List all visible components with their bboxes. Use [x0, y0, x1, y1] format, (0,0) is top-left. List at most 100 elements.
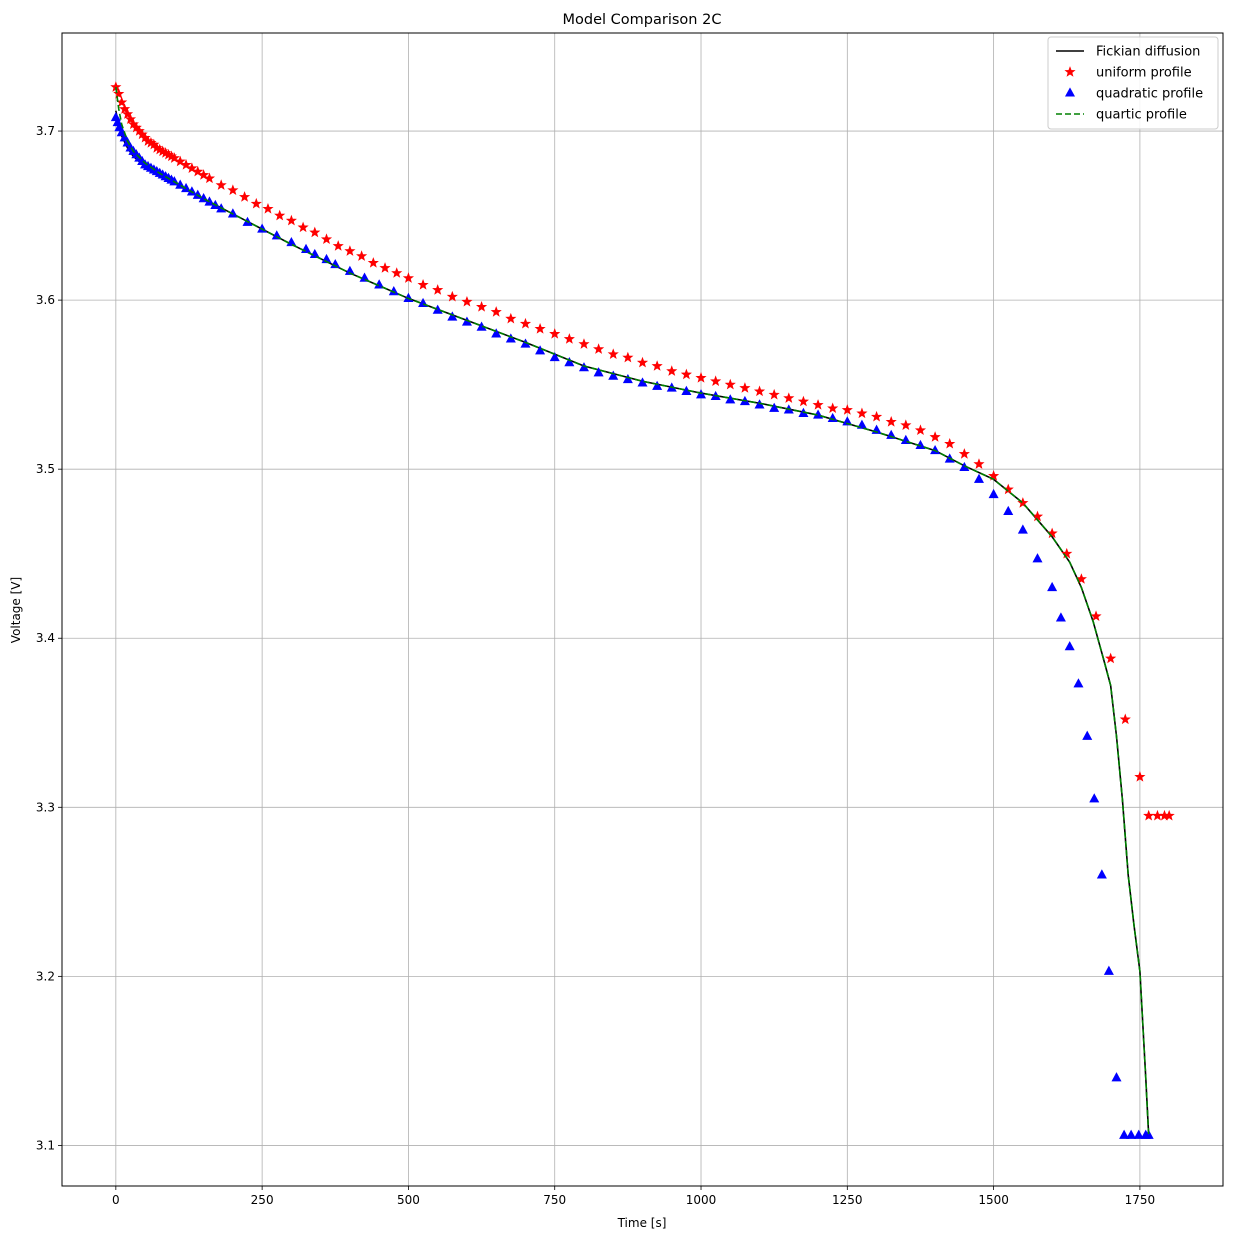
data-point — [1064, 641, 1075, 651]
data-point — [330, 258, 341, 269]
x-tick-label: 1250 — [832, 1193, 863, 1207]
data-point — [1103, 965, 1114, 975]
chart-title: Model Comparison 2C — [563, 12, 722, 28]
y-tick-label: 3.1 — [36, 1138, 55, 1152]
data-point — [186, 162, 198, 173]
data-point — [113, 88, 125, 99]
data-point — [124, 113, 137, 124]
data-point — [812, 399, 824, 410]
data-point — [973, 458, 985, 469]
data-point — [680, 368, 692, 380]
grid — [62, 33, 1223, 1186]
data-point — [958, 448, 970, 459]
data-point — [1119, 1129, 1130, 1139]
data-point — [1075, 573, 1087, 584]
data-point — [192, 165, 204, 177]
data-point — [988, 470, 1000, 481]
data-point — [356, 250, 368, 261]
data-point — [885, 415, 897, 427]
data-point — [198, 169, 210, 180]
data-point — [768, 388, 780, 400]
data-point — [900, 419, 912, 430]
series-quartic-profile — [115, 86, 1150, 1136]
data-point — [174, 155, 186, 167]
data-point — [1090, 610, 1102, 622]
data-point — [402, 272, 414, 283]
data-point — [1143, 1129, 1154, 1139]
y-tick-label: 3.3 — [36, 800, 55, 814]
axis-ticks: 0 250 500 750 1000 1250 1500 1750 3.1 3.2 3.3 3.4 3.… — [36, 124, 1155, 1207]
data-point — [367, 257, 379, 268]
data-point — [1073, 678, 1084, 688]
data-point — [432, 284, 444, 295]
legend-label: quadratic profile — [1096, 87, 1203, 102]
data-point — [842, 416, 853, 426]
legend-label: uniform profile — [1096, 66, 1192, 81]
x-tick-label: 500 — [397, 1193, 420, 1207]
data-point — [274, 209, 286, 221]
data-point — [476, 301, 488, 312]
plot-frame — [61, 32, 1224, 1187]
data-point — [1096, 869, 1107, 879]
data-point — [239, 191, 251, 202]
data-point — [332, 240, 344, 251]
data-point — [1133, 1129, 1144, 1139]
data-point — [1017, 524, 1028, 534]
data-point — [490, 306, 502, 317]
data-point — [973, 473, 984, 483]
x-tick-label: 1750 — [1125, 1193, 1156, 1207]
data-point — [695, 372, 707, 383]
data-point — [119, 103, 131, 114]
data-point — [505, 333, 516, 343]
data-point — [563, 333, 575, 344]
data-point — [1003, 505, 1014, 515]
data-point — [1055, 612, 1066, 622]
data-point — [379, 262, 391, 273]
data-point — [622, 351, 634, 363]
data-point — [1061, 547, 1073, 559]
data-point — [285, 214, 297, 226]
y-axis-label: Voltage [V] — [9, 577, 23, 643]
data-point — [929, 431, 941, 442]
data-point — [797, 395, 809, 407]
legend-entry: uniform profile — [1064, 66, 1192, 81]
x-tick-label: 0 — [112, 1193, 120, 1207]
data-point — [534, 323, 546, 334]
data-point — [593, 343, 605, 354]
x-tick-label: 750 — [543, 1193, 566, 1207]
data-point — [666, 365, 678, 376]
data-point — [724, 378, 736, 390]
data-point — [710, 375, 722, 387]
data-point — [651, 360, 663, 371]
data-point — [417, 279, 429, 290]
legend: Fickian diffusion uniform profile quadrati… — [1047, 36, 1219, 130]
data-point — [227, 184, 239, 195]
data-point — [944, 437, 956, 449]
data-point — [344, 245, 356, 256]
data-point — [1111, 1072, 1122, 1082]
data-point — [1119, 713, 1131, 725]
data-point — [505, 312, 517, 324]
data-point — [914, 424, 927, 436]
data-point — [783, 392, 795, 403]
y-tick-label: 3.6 — [36, 293, 55, 307]
data-point — [309, 226, 321, 238]
data-point — [1163, 809, 1175, 821]
data-point — [344, 265, 355, 275]
data-point — [297, 221, 309, 233]
data-point — [827, 402, 839, 414]
legend-box — [1047, 36, 1219, 130]
data-point — [359, 272, 370, 282]
data-point — [446, 290, 458, 302]
y-tick-label: 3.4 — [36, 631, 55, 645]
y-tick-label: 3.7 — [36, 124, 55, 138]
data-point — [1134, 771, 1146, 782]
x-tick-label: 1500 — [978, 1193, 1009, 1207]
data-point — [753, 385, 766, 397]
data-point — [593, 367, 604, 377]
data-point — [871, 410, 883, 422]
data-point — [1017, 497, 1029, 508]
data-point — [652, 380, 663, 390]
legend-entry: quadratic profile — [1064, 87, 1203, 102]
